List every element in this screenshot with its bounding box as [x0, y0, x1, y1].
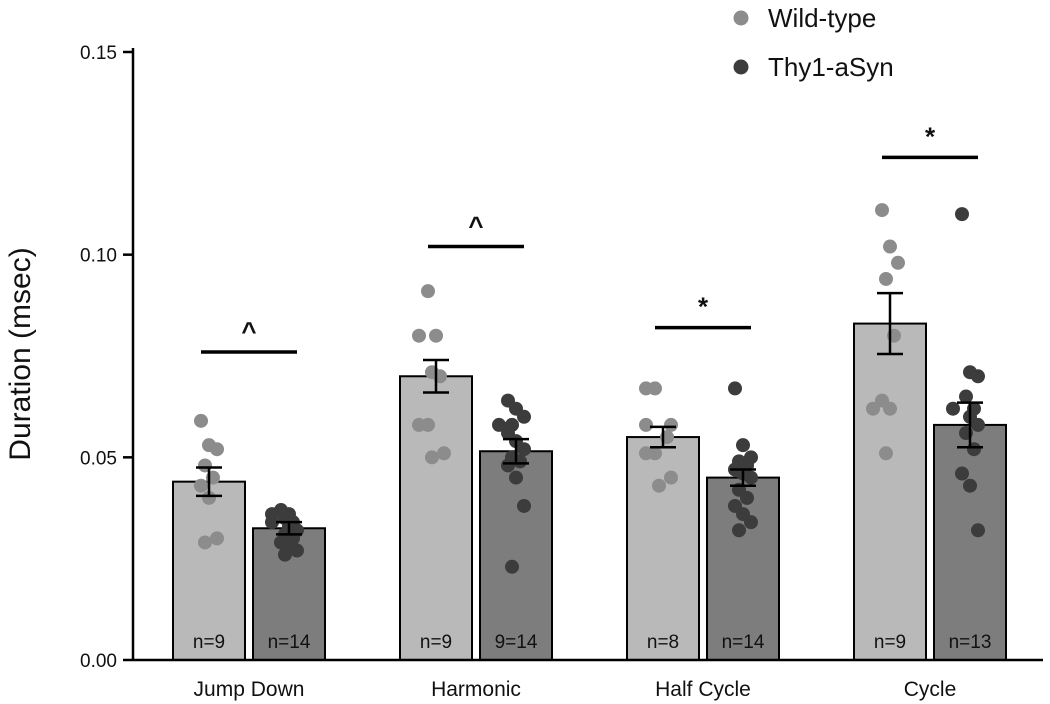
n-label: n=8 [647, 632, 679, 653]
data-point [971, 523, 985, 538]
data-point [194, 478, 208, 493]
data-point [879, 271, 893, 286]
axes-layer [131, 48, 1043, 662]
n-label: 9=14 [495, 632, 538, 653]
bar [933, 423, 1007, 662]
data-point [194, 413, 208, 428]
data-point [278, 547, 292, 562]
bar [706, 476, 780, 661]
data-point [412, 328, 426, 343]
data-point [639, 381, 653, 396]
n-label: n=14 [268, 632, 311, 653]
legend-label-wild-type: Wild-type [768, 3, 876, 33]
data-point [639, 417, 653, 432]
data-point [963, 478, 977, 493]
data-point [883, 401, 897, 416]
data-point [959, 389, 973, 404]
data-point [501, 458, 515, 473]
data-point [437, 446, 451, 461]
y-tick-label: 0.15 [80, 43, 117, 64]
data-point [265, 515, 279, 530]
category-label: Harmonic [431, 678, 521, 701]
annotations-layer: ^ ^ * * [201, 121, 978, 354]
data-point [210, 442, 224, 457]
data-point [517, 498, 531, 513]
data-point [736, 438, 750, 453]
y-tick-label: 0.05 [80, 448, 117, 469]
bar [853, 322, 927, 661]
labels-layer: n=9 n=14 Jump Down n=9 9=14 Harmonic n=8 n=14 Ha… [193, 632, 992, 701]
data-point [421, 284, 435, 299]
data-point [202, 490, 216, 505]
data-point [198, 535, 212, 550]
data-point [740, 490, 754, 505]
data-point [517, 409, 531, 424]
data-point [664, 470, 678, 485]
data-point [492, 417, 506, 432]
n-label: n=9 [420, 632, 452, 653]
data-point [505, 559, 519, 574]
category-label: Half Cycle [655, 678, 751, 701]
n-label: n=14 [722, 632, 765, 653]
y-ticks-layer: 0.00 0.05 0.10 0.15 [80, 43, 133, 672]
y-tick-label: 0.10 [80, 246, 117, 267]
data-point [412, 417, 426, 432]
legend-label-thy1-asyn: Thy1-aSyn [768, 52, 894, 82]
n-label: n=9 [193, 632, 225, 653]
data-point [744, 470, 758, 485]
significance-marker: ^ [241, 316, 256, 346]
data-point [210, 531, 224, 546]
data-point [429, 328, 443, 343]
data-point [875, 203, 889, 218]
bars-layer [172, 322, 1007, 662]
data-point [732, 523, 746, 538]
n-label: n=9 [874, 632, 906, 653]
category-label: Jump Down [194, 678, 305, 701]
error-bars-layer [196, 291, 983, 536]
bar [626, 436, 700, 662]
data-point [891, 255, 905, 270]
bar [399, 375, 473, 661]
data-point [664, 417, 678, 432]
significance-marker: * [925, 121, 936, 151]
data-point [879, 446, 893, 461]
data-point [290, 543, 304, 558]
data-point [639, 446, 653, 461]
significance-marker: * [698, 292, 709, 322]
legend: Wild-type Thy1-aSyn [733, 3, 894, 82]
data-point [955, 207, 969, 222]
data-point [955, 466, 969, 481]
data-point [883, 239, 897, 254]
y-axis-label: Duration (msec) [4, 247, 37, 460]
n-label: n=13 [949, 632, 992, 653]
data-point [866, 401, 880, 416]
y-tick-label: 0.00 [80, 651, 117, 672]
data-point [946, 401, 960, 416]
data-point [971, 417, 985, 432]
bar [172, 480, 246, 661]
data-point [744, 515, 758, 530]
data-point [652, 478, 666, 493]
data-point [728, 381, 742, 396]
legend-marker-wild-type [733, 10, 749, 26]
category-label: Cycle [904, 678, 957, 701]
data-point [517, 442, 531, 457]
legend-marker-thy1-asyn [733, 59, 749, 75]
data-point [425, 450, 439, 465]
data-point [509, 470, 523, 485]
data-point [971, 369, 985, 384]
significance-marker: ^ [468, 211, 483, 241]
